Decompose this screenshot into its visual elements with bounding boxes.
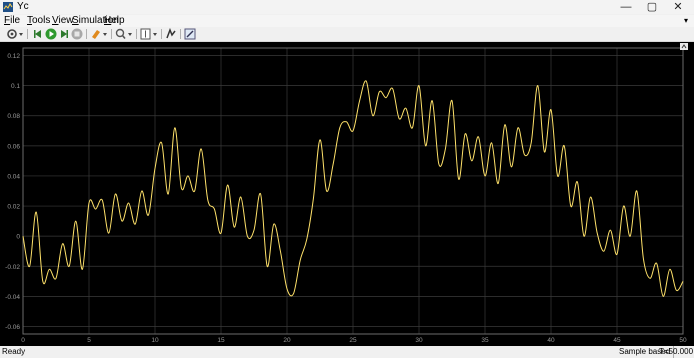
x-tick-label: 50 <box>679 337 687 344</box>
x-tick-label: 45 <box>613 337 621 344</box>
step-back-icon[interactable] <box>32 28 44 40</box>
status-bar: Ready Sample based T=50.000 <box>0 346 694 358</box>
sim-time: T=50.000 <box>659 347 694 356</box>
x-tick-label: 30 <box>415 337 423 344</box>
menu-help[interactable]: Help <box>104 15 125 26</box>
status-text: Ready <box>2 347 26 356</box>
x-tick-label: 25 <box>349 337 357 344</box>
y-tick-labels: 0.12 0.1 0.08 0.06 0.04 0.02 0 -0.02 -0.04 -0.06 <box>5 53 20 331</box>
step-forward-icon[interactable] <box>58 28 70 40</box>
window-titlebar: Yc — ▢ ✕ <box>0 0 694 14</box>
x-tick-labels: 0 5 10 15 20 25 30 35 40 45 50 <box>21 337 687 344</box>
window-title: Yc <box>17 1 29 12</box>
y-tick-label: 0.02 <box>7 204 20 211</box>
signal-selector-icon[interactable] <box>165 28 177 40</box>
y-tick-label: 0.1 <box>11 83 20 90</box>
scale-axes-icon[interactable] <box>140 28 158 40</box>
x-tick-label: 35 <box>481 337 489 344</box>
toolbar-separator <box>27 29 28 39</box>
x-tick-label: 20 <box>283 337 291 344</box>
sample-mode: Sample based <box>619 346 675 358</box>
axes-box <box>22 47 684 335</box>
run-icon[interactable] <box>45 28 57 40</box>
toolbar <box>0 27 694 42</box>
menu-overflow-icon[interactable]: ▾ <box>683 16 688 25</box>
x-tick-label: 10 <box>151 337 159 344</box>
menu-simulation[interactable]: Simulation <box>72 15 119 26</box>
scope-plot-area[interactable]: 0.12 0.1 0.08 0.06 0.04 0.02 0 -0.02 -0.04 -0.06 … <box>0 42 694 346</box>
x-tick-label: 40 <box>547 337 555 344</box>
close-button[interactable]: ✕ <box>673 1 683 13</box>
menu-bar: File Tools View Simulation Help ▾ <box>0 15 694 27</box>
y-tick-label: 0.04 <box>7 173 20 180</box>
y-tick-label: 0.08 <box>7 113 20 120</box>
settings-gear-icon[interactable] <box>6 28 24 40</box>
x-tick-label: 15 <box>217 337 225 344</box>
x-tick-label: 5 <box>87 337 91 344</box>
toolbar-separator <box>161 29 162 39</box>
stop-icon[interactable] <box>71 28 83 40</box>
minimize-button[interactable]: — <box>620 1 632 13</box>
y-tick-label: 0.06 <box>7 143 20 150</box>
y-tick-label: -0.06 <box>5 324 20 331</box>
menu-file[interactable]: File <box>4 15 21 26</box>
maximize-button[interactable]: ▢ <box>646 1 658 13</box>
highlight-icon[interactable] <box>90 28 108 40</box>
x-tick-label: 0 <box>21 337 25 344</box>
toolbar-separator <box>111 29 112 39</box>
y-tick-label: 0.12 <box>7 53 20 60</box>
simulink-scope-icon <box>3 2 13 12</box>
scope-plot[interactable]: 0.120.10.080.060.040.020-0.02-0.04-0.06 … <box>0 42 694 346</box>
series-line <box>22 80 684 297</box>
signal-line <box>22 80 684 297</box>
grid <box>22 48 684 334</box>
toolbar-separator <box>86 29 87 39</box>
menu-view[interactable]: View <box>52 15 74 26</box>
y-tick-label: -0.02 <box>5 264 20 271</box>
edit-style-icon[interactable] <box>184 28 196 40</box>
toolbar-separator <box>136 29 137 39</box>
plot-expand-icon[interactable] <box>680 43 688 50</box>
y-tick-label: -0.04 <box>5 294 20 301</box>
toolbar-separator <box>180 29 181 39</box>
y-tick-label: 0 <box>16 234 20 241</box>
zoom-icon[interactable] <box>115 28 133 40</box>
menu-tools[interactable]: Tools <box>27 15 51 26</box>
